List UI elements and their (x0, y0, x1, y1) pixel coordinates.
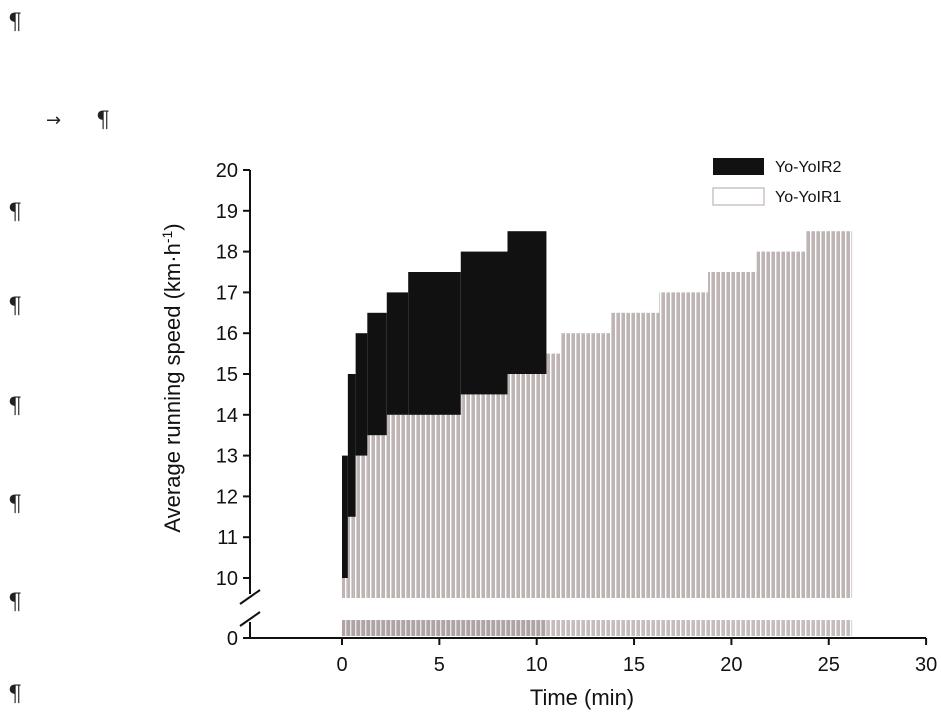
bar-yoyo-ir2-step-1 (342, 455, 348, 578)
lower-break-segment (342, 620, 853, 636)
bar-yoyo-ir2-step-4 (367, 312, 387, 436)
bar-yoyo-ir2-step-6 (408, 272, 461, 415)
bar-yoyo-ir2-step-7 (460, 251, 508, 395)
x-axis-title: Time (min) (530, 685, 634, 710)
y-tick-label: 16 (216, 323, 238, 345)
pilcrow-mark: ¶ (96, 108, 110, 133)
x-tick-label: 25 (818, 654, 840, 676)
x-tick-label: 20 (720, 654, 742, 676)
y-tick-label: 19 (216, 201, 238, 223)
bar-yoyo-ir2-step-5 (386, 292, 409, 415)
axis-break-mark-lower (239, 611, 261, 627)
y-tick-label: 13 (216, 446, 238, 468)
bar-yoyo-ir1-step-6 (410, 394, 463, 598)
pilcrow-mark: ¶ (8, 682, 22, 707)
legend: Yo-YoIR2 Yo-YoIR1 (712, 158, 842, 206)
x-tick-label: 5 (434, 654, 445, 676)
y-tick-label: 18 (216, 242, 238, 264)
bar-yoyo-ir1-step-10 (610, 312, 660, 598)
bar-yoyo-ir1-step-1 (342, 578, 348, 598)
bar-yoyo-ir1-step-13 (756, 251, 806, 598)
bar-yoyo-ir1-step-14 (805, 231, 853, 598)
y-tick-label: 17 (216, 282, 238, 304)
x-tick-label: 10 (526, 654, 548, 676)
x-tick-label: 30 (915, 654, 937, 676)
bar-yoyo-ir1-step-4 (367, 435, 387, 598)
bar-yoyo-ir1-step-2 (347, 516, 354, 598)
y-tick-label: 0 (227, 628, 238, 650)
legend-swatch-yoyo-ir2 (713, 158, 764, 175)
y-axis-title-superscript: -1 (159, 231, 175, 244)
bar-yoyo-ir1-step-3 (353, 455, 368, 598)
pilcrow-mark: ¶ (8, 200, 22, 225)
y-axis-title-main: Average running speed (km·h (160, 243, 185, 532)
legend-swatch-yoyo-ir1 (712, 187, 765, 206)
y-axis-title-close: ) (160, 223, 185, 230)
series-yoyo-ir1 (342, 231, 853, 598)
legend-label-yoyo-ir1: Yo-YoIR1 (775, 189, 842, 206)
y-axis-title: Average running speed (km·h-1) (159, 223, 185, 532)
pilcrow-mark: ¶ (8, 590, 22, 615)
x-tick-label: 0 (336, 654, 347, 676)
x-axis-ticks: 0 5 10 15 20 25 30 (336, 638, 937, 676)
x-tick-label: 15 (623, 654, 645, 676)
lower-segment-yoyo-ir1 (342, 620, 853, 636)
pilcrow-mark: ¶ (8, 10, 22, 35)
y-tick-label: 15 (216, 364, 238, 386)
y-tick-label: 11 (217, 527, 238, 549)
bar-yoyo-ir1-step-12 (708, 272, 757, 598)
y-tick-label: 20 (216, 160, 238, 182)
bar-yoyo-ir1-step-8 (515, 353, 561, 598)
bar-yoyo-ir2-step-8 (507, 231, 547, 374)
pilcrow-mark: ¶ (8, 492, 22, 517)
axes (239, 170, 926, 639)
bar-yoyo-ir2-step-2 (347, 374, 356, 517)
legend-label-yoyo-ir2: Yo-YoIR2 (775, 159, 842, 176)
tab-arrow-mark: → (46, 110, 62, 131)
bar-yoyo-ir2-step-3 (355, 333, 368, 456)
pilcrow-mark: ¶ (8, 394, 22, 419)
series-yoyo-ir2 (342, 231, 547, 578)
y-tick-label: 12 (216, 486, 238, 508)
bar-yoyo-ir1-step-9 (560, 333, 611, 598)
y-axis-ticks: 0 10 11 12 13 14 15 16 17 18 19 20 (216, 160, 250, 650)
bar-yoyo-ir1-step-5 (386, 414, 411, 598)
y-tick-label: 14 (216, 405, 238, 427)
bar-yoyo-ir1-step-11 (659, 292, 709, 598)
pilcrow-mark: ¶ (8, 294, 22, 319)
axis-break-mark-upper (239, 589, 261, 605)
bar-yoyo-ir1-step-7 (462, 374, 516, 598)
y-tick-label: 10 (216, 568, 238, 590)
